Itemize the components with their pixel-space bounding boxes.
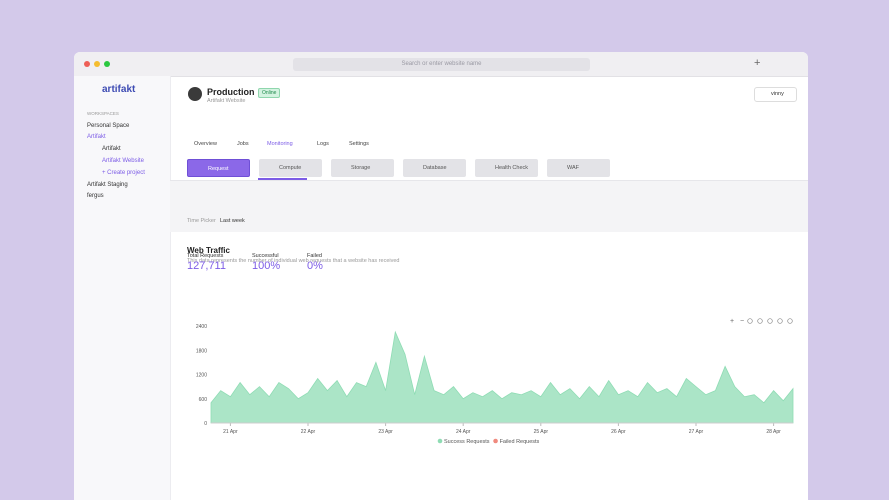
metric-button[interactable]: Database	[403, 159, 466, 177]
tab-border	[170, 180, 808, 181]
x-tick-label: 22 Apr	[301, 429, 316, 435]
chart: 0 600 1200 1800 2400 21 Apr 22 Apr 23 Apr 24 Apr…	[196, 318, 794, 445]
tab[interactable]: Settings	[349, 141, 369, 147]
time-picker-label: Time Picker	[187, 218, 216, 224]
x-tick-label: 27 Apr	[689, 429, 704, 435]
metric-button[interactable]: Health Check	[475, 159, 538, 177]
sidebar-item[interactable]: fergus	[87, 193, 104, 199]
site-title: Production	[207, 87, 255, 97]
sidebar-item[interactable]: Artifakt	[87, 134, 106, 140]
chart-subtitle: This data represents the number of indiv…	[187, 258, 400, 264]
toolbar-icon	[747, 318, 753, 324]
sidebar-item[interactable]: Personal Space	[87, 123, 130, 129]
zoom-button[interactable]	[104, 61, 110, 67]
stat-value: 127,711	[187, 260, 226, 272]
stat-value: 0%	[307, 260, 323, 272]
status-badge: Online	[258, 88, 281, 98]
toolbar-icon	[777, 318, 783, 324]
metric-button[interactable]: WAF	[547, 159, 610, 177]
x-tick-label: 28 Apr	[766, 429, 781, 435]
metric-button[interactable]: Storage	[331, 159, 394, 177]
sidebar-item[interactable]: Artifakt Staging	[87, 182, 128, 188]
new-tab-button[interactable]: +	[754, 57, 761, 69]
browser-window: Search or enter website name + artifakt …	[74, 52, 808, 500]
close-button[interactable]	[84, 61, 90, 67]
metric-button[interactable]: Request	[187, 159, 250, 177]
user-menu[interactable]: vinny	[754, 87, 797, 102]
main: Production Online Artifakt Website vinny…	[170, 76, 808, 500]
x-tick-label: 25 Apr	[534, 429, 549, 435]
x-tick-label: 26 Apr	[611, 429, 626, 435]
address-bar[interactable]: Search or enter website name	[293, 58, 590, 71]
tab[interactable]: Monitoring	[267, 141, 293, 147]
x-tick-label: 24 Apr	[456, 429, 471, 435]
section-label: WORKSPACES	[87, 111, 119, 116]
metrics-bar	[170, 181, 808, 232]
y-tick-label: 0	[204, 421, 207, 427]
tab[interactable]: Logs	[317, 141, 329, 147]
toolbar-button: +	[730, 318, 734, 325]
toolbar-icon	[787, 318, 793, 324]
sidebar-item[interactable]: Artifakt	[102, 146, 121, 152]
toolbar-icon	[757, 318, 763, 324]
tab[interactable]: Overview	[194, 141, 217, 147]
tab[interactable]: Jobs	[237, 141, 249, 147]
title-bar: Search or enter website name +	[74, 52, 808, 77]
time-picker-value[interactable]: Last week	[220, 218, 245, 224]
legend-label: Failed Requests	[500, 439, 540, 445]
sidebar: artifakt WORKSPACES Personal Space Artifa…	[74, 76, 171, 500]
y-tick-label: 600	[199, 397, 208, 403]
y-tick-label: 1200	[196, 373, 207, 379]
stat-value: 100%	[252, 260, 281, 272]
active-tab-underline	[258, 178, 307, 180]
y-tick-label: 1800	[196, 348, 207, 354]
stat-label: Total Requests	[187, 253, 224, 259]
legend-marker	[437, 438, 443, 444]
legend-label: Success Requests	[444, 439, 490, 445]
sidebar-item[interactable]: + Create project	[102, 170, 145, 176]
logo[interactable]: artifakt	[102, 84, 136, 95]
x-tick-label: 23 Apr	[378, 429, 393, 435]
sidebar-item[interactable]: Artifakt Website	[102, 158, 144, 164]
stat-label: Successful	[252, 253, 279, 259]
metric-button[interactable]: Compute	[259, 159, 322, 177]
y-tick-label: 2400	[196, 324, 207, 330]
toolbar-button: −	[740, 318, 744, 325]
site-subtitle: Artifakt Website	[207, 98, 246, 104]
chart-title: Web Traffic	[187, 246, 230, 255]
wordpress-icon	[188, 87, 202, 101]
x-tick-label: 21 Apr	[223, 429, 238, 435]
area	[210, 330, 794, 424]
stat-label: Failed	[307, 253, 322, 259]
toolbar-icon	[767, 318, 773, 324]
legend-marker	[493, 438, 498, 444]
minimize-button[interactable]	[94, 61, 100, 67]
